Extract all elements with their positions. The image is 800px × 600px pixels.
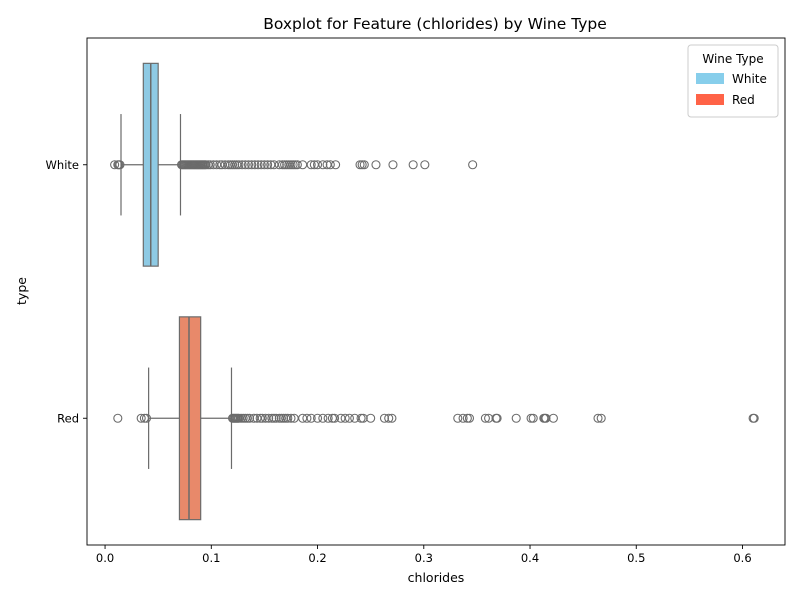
- legend-label-white: White: [732, 72, 767, 86]
- outlier-point: [468, 160, 478, 170]
- outlier-point: [113, 413, 123, 423]
- outlier-point: [548, 413, 558, 423]
- box-group-white: [110, 62, 478, 267]
- outlier-point: [244, 413, 255, 423]
- outlier-point: [464, 413, 475, 423]
- outlier-point: [306, 160, 316, 170]
- outlier-point: [366, 413, 376, 423]
- legend-title: Wine Type: [702, 52, 763, 66]
- y-axis: White Red: [46, 158, 87, 425]
- outlier-point: [749, 413, 759, 423]
- outlier-point: [286, 413, 296, 423]
- axes-frame: [86, 37, 786, 546]
- legend-label-red: Red: [732, 93, 755, 107]
- outlier-point: [323, 413, 333, 423]
- y-tick-label: Red: [57, 411, 79, 425]
- outlier-point: [359, 160, 369, 170]
- outlier-point: [257, 413, 267, 423]
- outlier-point: [271, 413, 281, 423]
- legend: Wine Type White Red: [687, 44, 779, 118]
- outlier-point: [253, 160, 263, 170]
- outlier-point: [331, 160, 341, 170]
- outlier-point: [302, 413, 312, 423]
- outlier-point: [283, 413, 293, 423]
- outlier-point: [458, 413, 468, 423]
- outlier-point: [596, 413, 606, 423]
- outlier-point: [259, 160, 269, 170]
- outlier-point: [408, 160, 418, 170]
- legend-swatch-white: [696, 73, 724, 84]
- iqr-box: [178, 316, 202, 521]
- x-tick-label: 0.5: [627, 551, 645, 565]
- y-axis-label: type: [14, 277, 29, 305]
- outlier-point: [250, 160, 260, 170]
- outlier-point: [243, 160, 254, 170]
- x-tick-label: 0.6: [733, 551, 751, 565]
- outlier-point: [344, 413, 354, 423]
- x-tick-label: 0.3: [415, 551, 433, 565]
- outlier-point: [264, 413, 274, 423]
- outlier-point: [379, 413, 390, 423]
- outlier-point: [263, 160, 273, 170]
- outlier-point: [329, 413, 340, 423]
- outlier-point: [220, 160, 230, 170]
- outlier-point: [292, 160, 302, 170]
- x-axis: 0.0 0.1 0.2 0.3 0.4 0.5 0.6: [96, 545, 752, 565]
- outlier-point: [205, 160, 215, 170]
- plot-area: [110, 62, 759, 521]
- chart-title: Boxplot for Feature (chlorides) by Wine …: [263, 15, 607, 33]
- outlier-point: [298, 160, 308, 170]
- outlier-point: [312, 413, 323, 423]
- outlier-point: [312, 160, 323, 170]
- outlier-point: [318, 413, 328, 423]
- x-axis-label: chlorides: [408, 570, 465, 585]
- outlier-point: [387, 413, 397, 423]
- outlier-point: [453, 413, 463, 423]
- outlier-point: [110, 160, 120, 170]
- outlier-point: [274, 160, 284, 170]
- x-tick-label: 0.4: [521, 551, 539, 565]
- outlier-point: [541, 413, 551, 423]
- outlier-point: [388, 160, 398, 170]
- outlier-point: [371, 160, 381, 170]
- x-tick-label: 0.0: [96, 551, 114, 565]
- outlier-point: [480, 413, 490, 423]
- x-tick-label: 0.1: [202, 551, 220, 565]
- outlier-point: [136, 413, 146, 423]
- outlier-point: [358, 413, 368, 423]
- outlier-point: [141, 413, 152, 423]
- outlier-point: [237, 160, 247, 170]
- outlier-point: [256, 160, 266, 170]
- outlier-point: [593, 413, 603, 423]
- outlier-point: [234, 160, 244, 170]
- outlier-point: [115, 160, 125, 170]
- y-tick-label: White: [46, 158, 79, 172]
- outlier-point: [240, 160, 250, 170]
- outlier-point: [511, 413, 521, 423]
- x-tick-label: 0.2: [308, 551, 326, 565]
- outlier-point: [325, 160, 335, 170]
- legend-swatch-red: [696, 94, 724, 105]
- outlier-point: [492, 413, 502, 423]
- outlier-point: [306, 413, 316, 423]
- outlier-point: [420, 160, 430, 170]
- outlier-point: [528, 413, 538, 423]
- outlier-point: [318, 160, 328, 170]
- box-group-red: [113, 316, 759, 521]
- outlier-point: [340, 413, 350, 423]
- outlier-point: [384, 413, 394, 423]
- outlier-point: [247, 160, 257, 170]
